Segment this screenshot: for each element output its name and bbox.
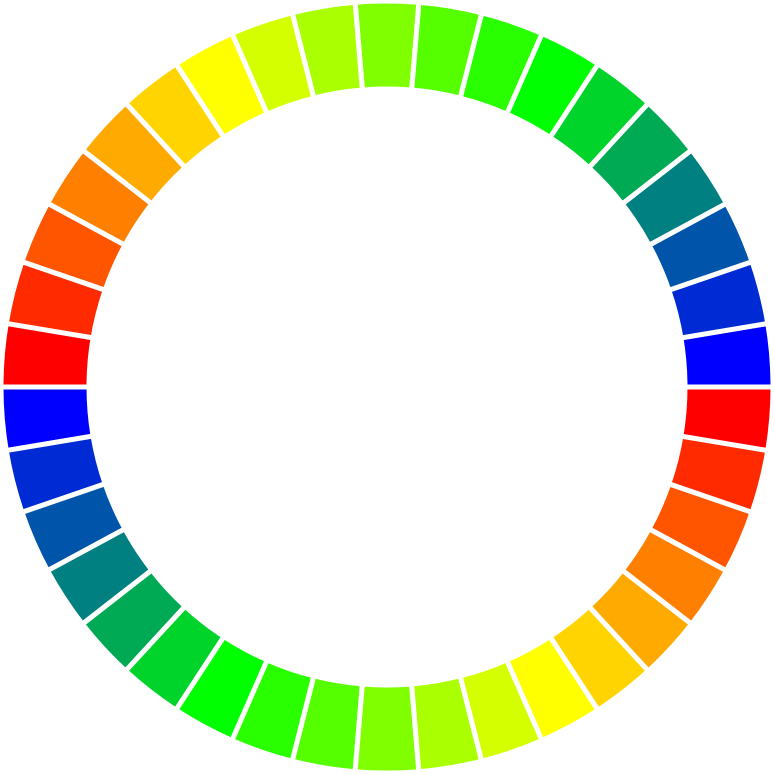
- color-segment: [352, 0, 422, 93]
- color-segment: [352, 681, 422, 774]
- color-segment: [678, 384, 774, 454]
